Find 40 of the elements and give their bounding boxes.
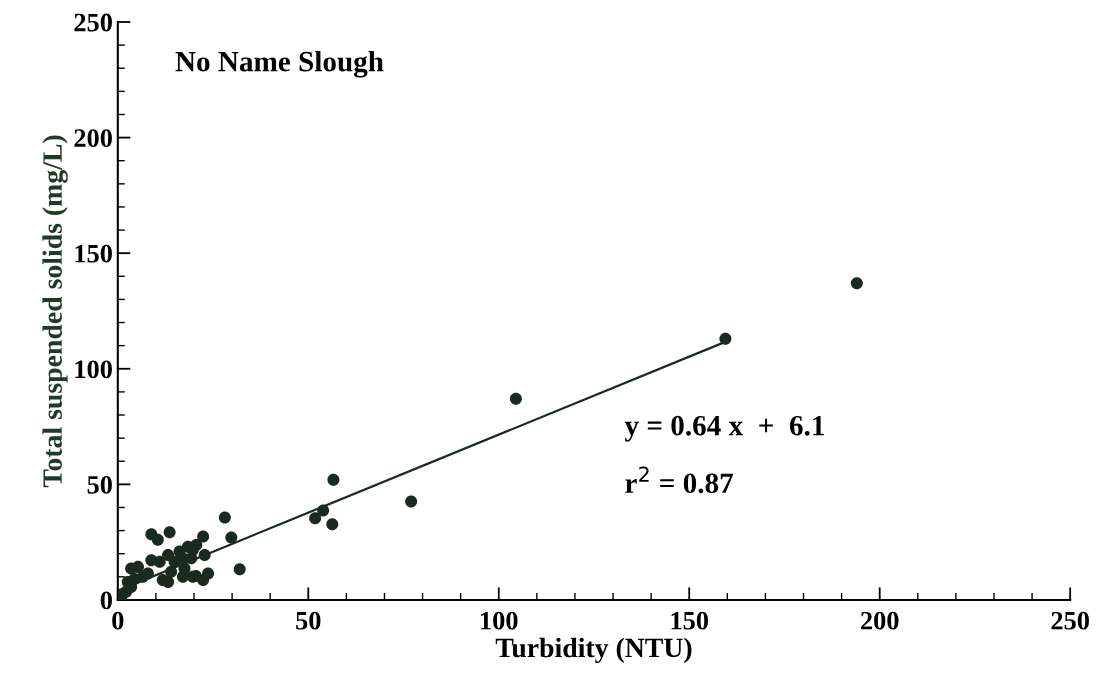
x-tick-label: 150 bbox=[671, 611, 709, 630]
x-tick-label: 250 bbox=[1051, 611, 1089, 630]
y-axis-title: Total suspended solids (mg/L) bbox=[42, 135, 68, 488]
annotation: r$^{2}$ = 0.87 bbox=[625, 466, 734, 494]
point bbox=[317, 504, 330, 517]
y-tick-label: 200 bbox=[74, 129, 112, 148]
point bbox=[141, 567, 154, 580]
point bbox=[197, 530, 210, 543]
point bbox=[162, 575, 175, 588]
y-tick-label: 50 bbox=[87, 475, 112, 494]
point bbox=[190, 538, 203, 551]
x-tick-label: 100 bbox=[481, 611, 518, 630]
point bbox=[327, 473, 340, 486]
point bbox=[151, 533, 164, 546]
y-tick-label: 0 bbox=[100, 591, 112, 610]
point bbox=[719, 332, 732, 345]
point bbox=[309, 512, 322, 525]
point bbox=[218, 511, 231, 524]
point bbox=[163, 526, 176, 539]
point bbox=[509, 392, 522, 405]
point bbox=[326, 518, 339, 531]
x-axis-title: Turbidity (NTU) bbox=[495, 637, 692, 664]
point bbox=[405, 495, 418, 508]
x-tick-label: 200 bbox=[861, 611, 899, 630]
annotation: y = 0.64 x + 6.1 bbox=[624, 415, 824, 442]
point bbox=[225, 531, 238, 544]
point bbox=[176, 570, 189, 583]
x-tick-label: 50 bbox=[296, 611, 321, 630]
point bbox=[233, 563, 246, 576]
y-tick-label: 100 bbox=[75, 360, 112, 379]
point bbox=[131, 560, 145, 573]
point bbox=[165, 565, 178, 578]
point bbox=[198, 549, 211, 562]
text: No Name Slough bbox=[175, 50, 384, 78]
y-tick-label: 250 bbox=[74, 13, 112, 32]
point bbox=[153, 555, 166, 568]
x-tick-label: 0 bbox=[112, 611, 124, 630]
y-tick-label: 150 bbox=[75, 244, 112, 263]
point bbox=[202, 567, 215, 580]
point bbox=[850, 277, 863, 290]
